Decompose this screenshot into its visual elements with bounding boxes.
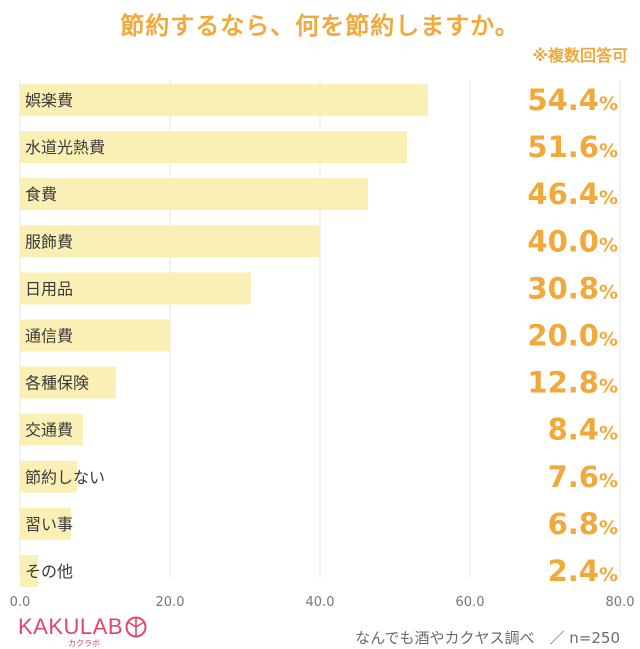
bar — [20, 84, 428, 116]
bar — [20, 272, 251, 305]
value-label: 8.4% — [548, 413, 618, 447]
category-label: 通信費 — [25, 327, 73, 346]
value-label: 7.6% — [548, 460, 618, 494]
category-label: 交通費 — [25, 421, 73, 440]
value-label: 12.8% — [527, 366, 618, 400]
value-label: 30.8% — [527, 271, 618, 305]
kakulab-logo: KAKULAB カクラボ — [18, 614, 148, 648]
value-label: 54.4% — [527, 83, 618, 117]
logo-circle-icon — [125, 616, 147, 638]
category-label: 食費 — [25, 185, 57, 204]
x-tick-label: 60.0 — [456, 595, 485, 610]
bar — [20, 555, 38, 587]
category-label: その他 — [25, 562, 73, 581]
bar — [20, 225, 320, 258]
category-label: 習い事 — [25, 515, 73, 534]
bar — [20, 319, 170, 352]
value-label: 6.8% — [548, 507, 618, 541]
bar — [20, 178, 368, 211]
bar — [20, 131, 407, 164]
bar — [20, 366, 116, 399]
multiple-answer-note: ※複数回答可 — [532, 46, 628, 65]
x-tick-label: 80.0 — [606, 595, 635, 610]
value-label: 40.0% — [527, 224, 618, 258]
value-label: 46.4% — [527, 177, 618, 211]
x-tick-label: 40.0 — [306, 595, 335, 610]
bar — [20, 507, 71, 540]
logo-text: KAKULAB — [18, 614, 123, 639]
value-label: 51.6% — [527, 130, 618, 164]
category-label: 娯楽費 — [25, 91, 73, 110]
x-tick-label: 0.0 — [10, 595, 31, 610]
value-label: 2.4% — [548, 554, 618, 588]
category-label: 節約しない — [25, 468, 105, 487]
chart-title: 節約するなら、何を節約しますか。 — [120, 12, 520, 40]
category-label: 水道光熱費 — [25, 138, 105, 157]
category-label: 各種保険 — [25, 374, 89, 393]
value-label: 20.0% — [527, 319, 618, 353]
logo-subtext: カクラボ — [68, 639, 100, 648]
category-label: 日用品 — [25, 279, 73, 298]
x-tick-label: 20.0 — [156, 595, 185, 610]
bar — [20, 413, 83, 446]
category-label: 服飾費 — [25, 232, 73, 251]
bar — [20, 460, 77, 493]
survey-source: なんでも酒やカクヤス調べ ／ n=250 — [355, 629, 620, 647]
